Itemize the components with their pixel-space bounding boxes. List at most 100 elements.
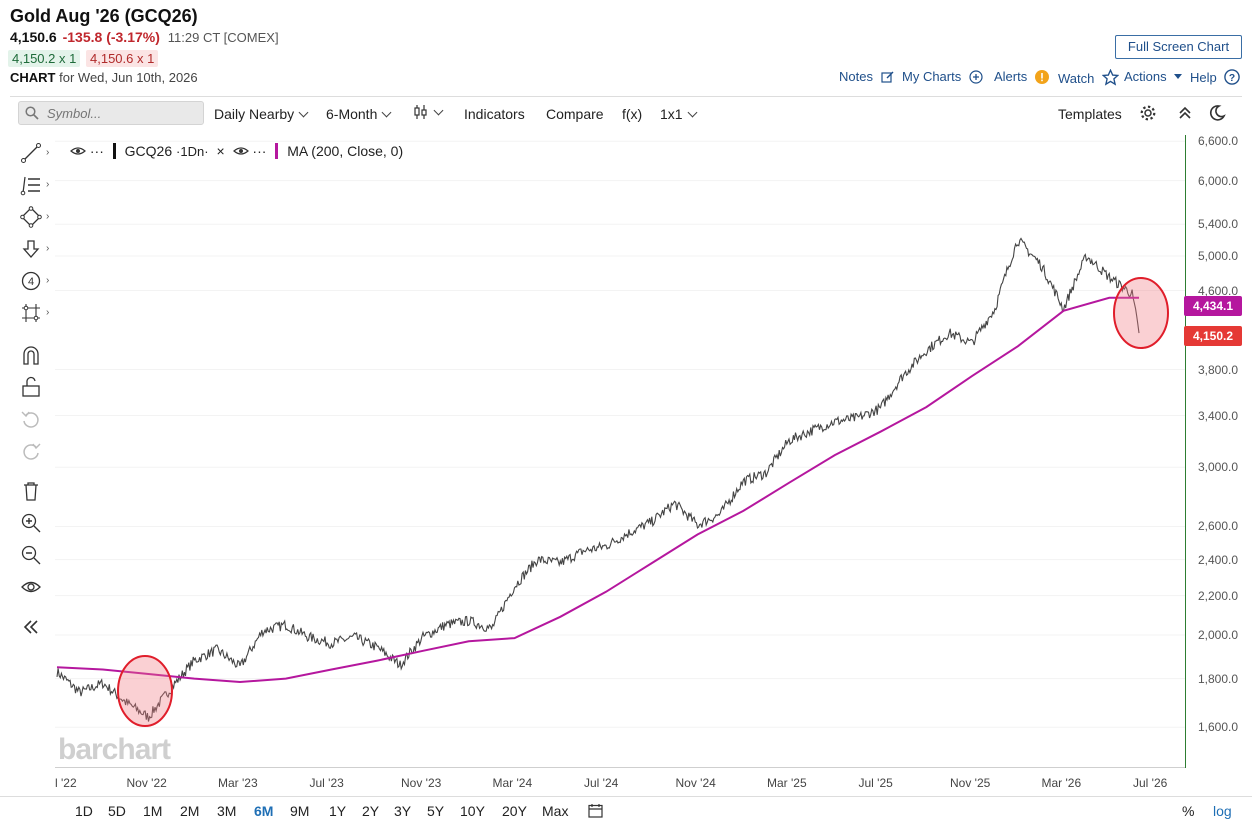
calendar-icon[interactable] <box>588 803 603 818</box>
more-icon[interactable]: ··· <box>252 143 267 159</box>
period-button-5d[interactable]: 5D <box>108 803 126 819</box>
percent-toggle[interactable]: % <box>1182 803 1195 819</box>
magnet-icon[interactable] <box>20 344 42 366</box>
close-icon[interactable]: × <box>216 143 225 159</box>
help-link[interactable]: Help ? <box>1190 69 1241 85</box>
ask-quote: 4,150.6 x 1 <box>86 50 159 67</box>
my-charts-link[interactable]: My Charts <box>902 69 983 84</box>
templates-button[interactable]: Templates <box>1058 106 1122 122</box>
x-tick-label: Nov '25 <box>950 776 991 790</box>
arrow-down-icon[interactable] <box>20 238 42 260</box>
last-value-badge: 4,150.2 <box>1184 326 1242 347</box>
y-tick-label: 6,600.0 <box>1198 134 1239 149</box>
period-button-3m[interactable]: 3M <box>217 803 237 819</box>
price-chart[interactable] <box>55 135 1185 768</box>
trash-icon[interactable] <box>20 480 42 502</box>
shape-icon[interactable] <box>20 206 42 228</box>
period-button-6m[interactable]: 6M <box>254 803 274 819</box>
redo-icon[interactable] <box>20 440 42 462</box>
fib-lines-icon[interactable] <box>20 174 42 196</box>
aggregation-dropdown[interactable]: Daily Nearby <box>214 106 309 122</box>
trend-line-icon[interactable] <box>20 142 42 164</box>
chart-type-dropdown[interactable] <box>413 104 444 120</box>
alert-icon <box>1034 70 1049 84</box>
full-screen-button[interactable]: Full Screen Chart <box>1115 35 1242 59</box>
help-label: Help <box>1190 70 1217 85</box>
series-color-swatch <box>112 143 116 159</box>
layout-dropdown[interactable]: 1x1 <box>660 106 698 122</box>
chart-date-text: for Wed, Jun 10th, 2026 <box>59 70 198 85</box>
barchart-watermark: barchart <box>58 733 171 766</box>
chevron-right-icon[interactable]: › <box>46 147 50 158</box>
notes-link[interactable]: Notes <box>839 69 895 84</box>
zoom-out-icon[interactable] <box>20 544 42 566</box>
edit-icon <box>880 71 894 83</box>
period-button-2y[interactable]: 2Y <box>362 803 380 819</box>
period-label: 6-Month <box>326 106 378 122</box>
right-axis-line <box>1185 135 1186 768</box>
aggregation-label: Daily Nearby <box>214 106 295 122</box>
x-tick-label: Mar '25 <box>767 776 807 790</box>
more-icon[interactable]: ··· <box>89 143 104 159</box>
alerts-label: Alerts <box>994 69 1028 84</box>
y-tick-label: 2,000.0 <box>1198 627 1239 642</box>
period-button-5y[interactable]: 5Y <box>427 803 445 819</box>
chevron-down-icon <box>381 107 392 118</box>
period-button-3y[interactable]: 3Y <box>394 803 412 819</box>
highlight-ellipse-right <box>1113 277 1169 349</box>
quote-time: 11:29 CT [COMEX] <box>167 30 279 45</box>
collapse-sidebar-icon[interactable] <box>20 616 42 638</box>
fx-button[interactable]: f(x) <box>622 106 643 122</box>
bid-quote: 4,150.2 x 1 <box>8 50 81 67</box>
period-dropdown[interactable]: 6-Month <box>326 106 392 122</box>
price-change: -135.8 (-3.17%) <box>62 29 160 45</box>
chevron-right-icon[interactable]: › <box>46 275 50 286</box>
zoom-in-icon[interactable] <box>20 512 42 534</box>
y-tick-label: 5,400.0 <box>1198 217 1239 232</box>
chevron-right-icon[interactable]: › <box>46 307 50 318</box>
chevron-right-icon[interactable]: › <box>46 211 50 222</box>
add-circle-icon <box>969 70 983 84</box>
x-tick-label: Mar '26 <box>1041 776 1082 790</box>
period-button-max[interactable]: Max <box>542 803 569 819</box>
undo-icon[interactable] <box>20 408 42 430</box>
gear-icon[interactable] <box>1139 104 1157 122</box>
legend-interval: ·1Dn· <box>176 144 209 159</box>
dark-mode-icon[interactable] <box>1208 104 1226 122</box>
y-tick-label: 3,800.0 <box>1198 362 1239 377</box>
actions-menu[interactable]: Actions <box>1124 69 1183 84</box>
eye-icon[interactable] <box>232 145 249 157</box>
collapse-icon[interactable] <box>1177 104 1193 122</box>
indicators-button[interactable]: Indicators <box>464 106 525 122</box>
period-button-10y[interactable]: 10Y <box>460 803 485 819</box>
annotation-number-icon[interactable]: 4 <box>20 270 42 292</box>
measure-icon[interactable] <box>20 302 42 324</box>
symbol-search[interactable] <box>18 101 204 125</box>
eye-icon[interactable] <box>20 576 42 598</box>
compare-button[interactable]: Compare <box>546 106 604 122</box>
period-button-20y[interactable]: 20Y <box>502 803 527 819</box>
y-tick-label: 3,400.0 <box>1198 408 1239 423</box>
search-icon <box>25 106 39 120</box>
period-button-1m[interactable]: 1M <box>143 803 163 819</box>
period-button-2m[interactable]: 2M <box>180 803 200 819</box>
y-tick-label: 2,600.0 <box>1198 519 1239 534</box>
chevron-right-icon[interactable]: › <box>46 179 50 190</box>
period-button-1d[interactable]: 1D <box>75 803 93 819</box>
search-input[interactable] <box>45 105 199 122</box>
alerts-link[interactable]: Alerts <box>994 69 1049 84</box>
x-tick-label: Jul '23 <box>309 776 344 790</box>
log-toggle[interactable]: log <box>1213 803 1232 819</box>
notes-label: Notes <box>839 69 873 84</box>
period-button-1y[interactable]: 1Y <box>329 803 347 819</box>
chart-label: CHART <box>10 70 56 85</box>
svg-text:?: ? <box>1229 73 1235 84</box>
drawing-sidebar: › › › › 4 › › <box>0 135 50 795</box>
watch-link[interactable]: Watch <box>1058 69 1119 86</box>
candlestick-icon <box>414 105 427 119</box>
unlock-icon[interactable] <box>20 376 42 398</box>
y-tick-label: 4,600.0 <box>1198 283 1239 298</box>
eye-icon[interactable] <box>70 145 86 157</box>
chevron-right-icon[interactable]: › <box>46 243 50 254</box>
period-button-9m[interactable]: 9M <box>290 803 310 819</box>
